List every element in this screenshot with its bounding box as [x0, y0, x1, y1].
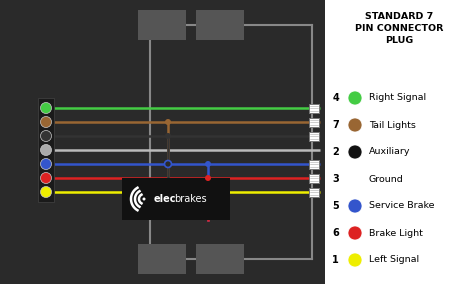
Text: 5: 5: [332, 201, 339, 211]
Circle shape: [40, 187, 52, 197]
Circle shape: [205, 161, 211, 167]
Circle shape: [40, 145, 52, 156]
Circle shape: [40, 116, 52, 128]
Bar: [309, 187, 319, 197]
Text: STANDARD 7
PIN CONNECTOR
PLUG: STANDARD 7 PIN CONNECTOR PLUG: [356, 12, 444, 45]
Circle shape: [205, 175, 211, 181]
Circle shape: [40, 131, 52, 141]
Bar: [309, 131, 319, 141]
Bar: [309, 118, 319, 126]
Text: Right Signal: Right Signal: [369, 93, 426, 103]
Circle shape: [165, 119, 171, 125]
Text: 7: 7: [332, 120, 339, 130]
Bar: [309, 103, 319, 112]
Bar: [38, 98, 54, 202]
Circle shape: [165, 133, 171, 139]
Circle shape: [164, 160, 172, 168]
Circle shape: [348, 91, 362, 105]
Bar: [138, 10, 186, 40]
Circle shape: [143, 197, 146, 201]
Bar: [122, 178, 230, 220]
Circle shape: [348, 226, 362, 240]
Bar: [309, 174, 319, 183]
Text: Auxiliary: Auxiliary: [369, 147, 410, 156]
Bar: [138, 244, 186, 274]
Bar: [196, 10, 244, 40]
Text: Service Brake: Service Brake: [369, 202, 435, 210]
Circle shape: [348, 118, 362, 132]
Circle shape: [348, 145, 362, 159]
Text: 4: 4: [332, 93, 339, 103]
Text: elec: elec: [154, 194, 176, 204]
Circle shape: [348, 199, 362, 213]
Bar: [196, 244, 244, 274]
Text: Left Signal: Left Signal: [369, 256, 419, 264]
Circle shape: [40, 103, 52, 114]
Text: brakes: brakes: [174, 194, 207, 204]
Text: Brake Light: Brake Light: [369, 229, 423, 237]
Text: Ground: Ground: [369, 174, 404, 183]
Text: 2: 2: [332, 147, 339, 157]
Bar: [309, 160, 319, 168]
Bar: [325, 0, 474, 284]
Text: 3: 3: [332, 174, 339, 184]
Text: Tail Lights: Tail Lights: [369, 120, 416, 130]
Circle shape: [40, 172, 52, 183]
Text: 6: 6: [332, 228, 339, 238]
Text: 1: 1: [332, 255, 339, 265]
Circle shape: [348, 253, 362, 267]
Circle shape: [40, 158, 52, 170]
